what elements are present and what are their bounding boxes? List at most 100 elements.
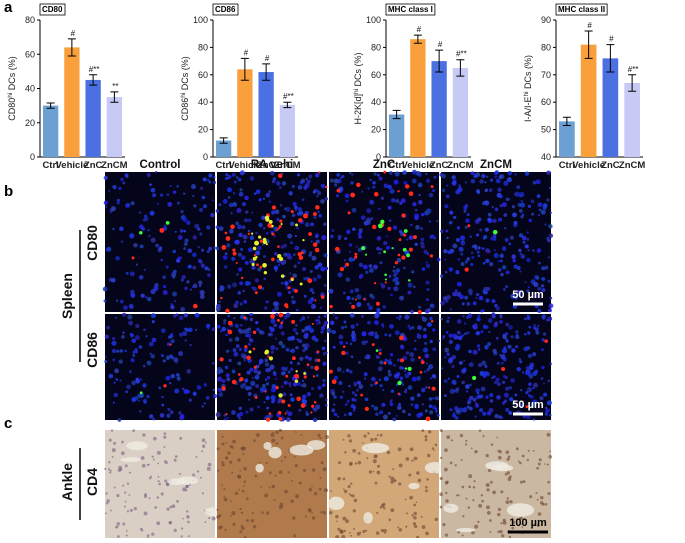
nucleus: [481, 173, 486, 179]
bar: [452, 67, 469, 157]
cell: [113, 486, 116, 489]
nucleus: [504, 227, 507, 230]
red-signal: [467, 224, 471, 228]
nucleus: [477, 251, 480, 254]
nucleus: [131, 380, 137, 386]
nucleus: [215, 246, 220, 251]
cell: [230, 445, 234, 449]
nucleus: [201, 405, 205, 408]
nucleus: [464, 295, 469, 300]
nucleus: [518, 248, 522, 253]
nucleus: [174, 300, 177, 303]
nucleus: [437, 257, 441, 262]
nucleus: [494, 321, 499, 326]
nucleus: [399, 201, 403, 205]
nucleus: [249, 330, 252, 333]
error-bar: [606, 44, 615, 73]
nucleus: [348, 411, 353, 417]
nucleus: [481, 247, 485, 251]
nucleus: [166, 413, 171, 418]
cell: [392, 468, 395, 471]
nucleus: [262, 227, 266, 230]
nucleus: [369, 199, 375, 205]
nucleus: [426, 252, 430, 256]
cell: [337, 476, 341, 481]
nucleus: [525, 372, 528, 375]
green-signal: [397, 380, 402, 386]
red-signal: [278, 416, 283, 421]
nucleus: [532, 352, 537, 357]
nucleus: [308, 174, 313, 179]
nucleus: [466, 301, 471, 306]
nucleus: [484, 200, 488, 204]
red-signal: [308, 232, 313, 236]
nucleus: [388, 275, 392, 278]
nucleus: [165, 355, 171, 361]
nucleus: [469, 406, 473, 411]
cell: [472, 499, 475, 502]
nucleus: [271, 400, 274, 404]
nucleus: [393, 364, 396, 367]
nucleus: [233, 303, 239, 309]
y-tick-label: 0: [30, 152, 35, 162]
nucleus: [392, 417, 397, 422]
cell: [359, 531, 362, 534]
cell: [201, 450, 204, 453]
red-signal: [225, 413, 228, 416]
significance-label: #: [71, 29, 76, 38]
nucleus: [307, 299, 313, 305]
red-signal: [230, 224, 235, 230]
red-signal: [399, 335, 404, 341]
nucleus: [139, 275, 144, 280]
nucleus: [280, 281, 284, 285]
cell: [342, 477, 346, 481]
nucleus: [395, 414, 398, 417]
cell: [152, 458, 155, 461]
nucleus: [519, 270, 522, 273]
cell: [125, 529, 128, 532]
nucleus: [387, 286, 391, 290]
micrographs: [102, 169, 554, 540]
green-signal: [361, 246, 366, 251]
nucleus: [488, 261, 494, 267]
red-signal: [312, 242, 318, 247]
nucleus: [249, 312, 254, 317]
nucleus: [253, 369, 258, 374]
nucleus: [247, 218, 252, 223]
cell: [284, 489, 288, 494]
nucleus: [186, 390, 190, 394]
cell: [405, 457, 410, 461]
nucleus: [274, 252, 278, 256]
nucleus: [507, 171, 513, 176]
nucleus: [437, 339, 440, 343]
nucleus: [499, 203, 503, 208]
nucleus: [487, 212, 492, 217]
nucleus: [378, 207, 381, 211]
red-signal: [232, 251, 237, 256]
cell: [374, 481, 378, 485]
cell: [416, 471, 420, 475]
cell: [497, 507, 502, 512]
cell: [217, 525, 222, 530]
nucleus: [401, 366, 405, 370]
nucleus: [106, 325, 110, 330]
nucleus: [514, 393, 518, 397]
green-signal: [165, 220, 170, 225]
nucleus: [319, 393, 324, 398]
nucleus: [146, 360, 152, 366]
cell: [439, 429, 443, 433]
red-signal: [394, 261, 398, 265]
nucleus: [217, 387, 222, 392]
nucleus: [130, 358, 135, 363]
cell: [411, 514, 414, 517]
red-signal: [285, 305, 289, 309]
nucleus: [547, 279, 551, 283]
cell: [329, 510, 333, 515]
lumen: [289, 444, 314, 456]
cell: [311, 511, 313, 514]
nucleus: [181, 274, 186, 280]
cell: [549, 450, 552, 453]
nucleus: [502, 380, 506, 384]
nucleus: [166, 193, 170, 196]
nucleus: [432, 347, 437, 352]
